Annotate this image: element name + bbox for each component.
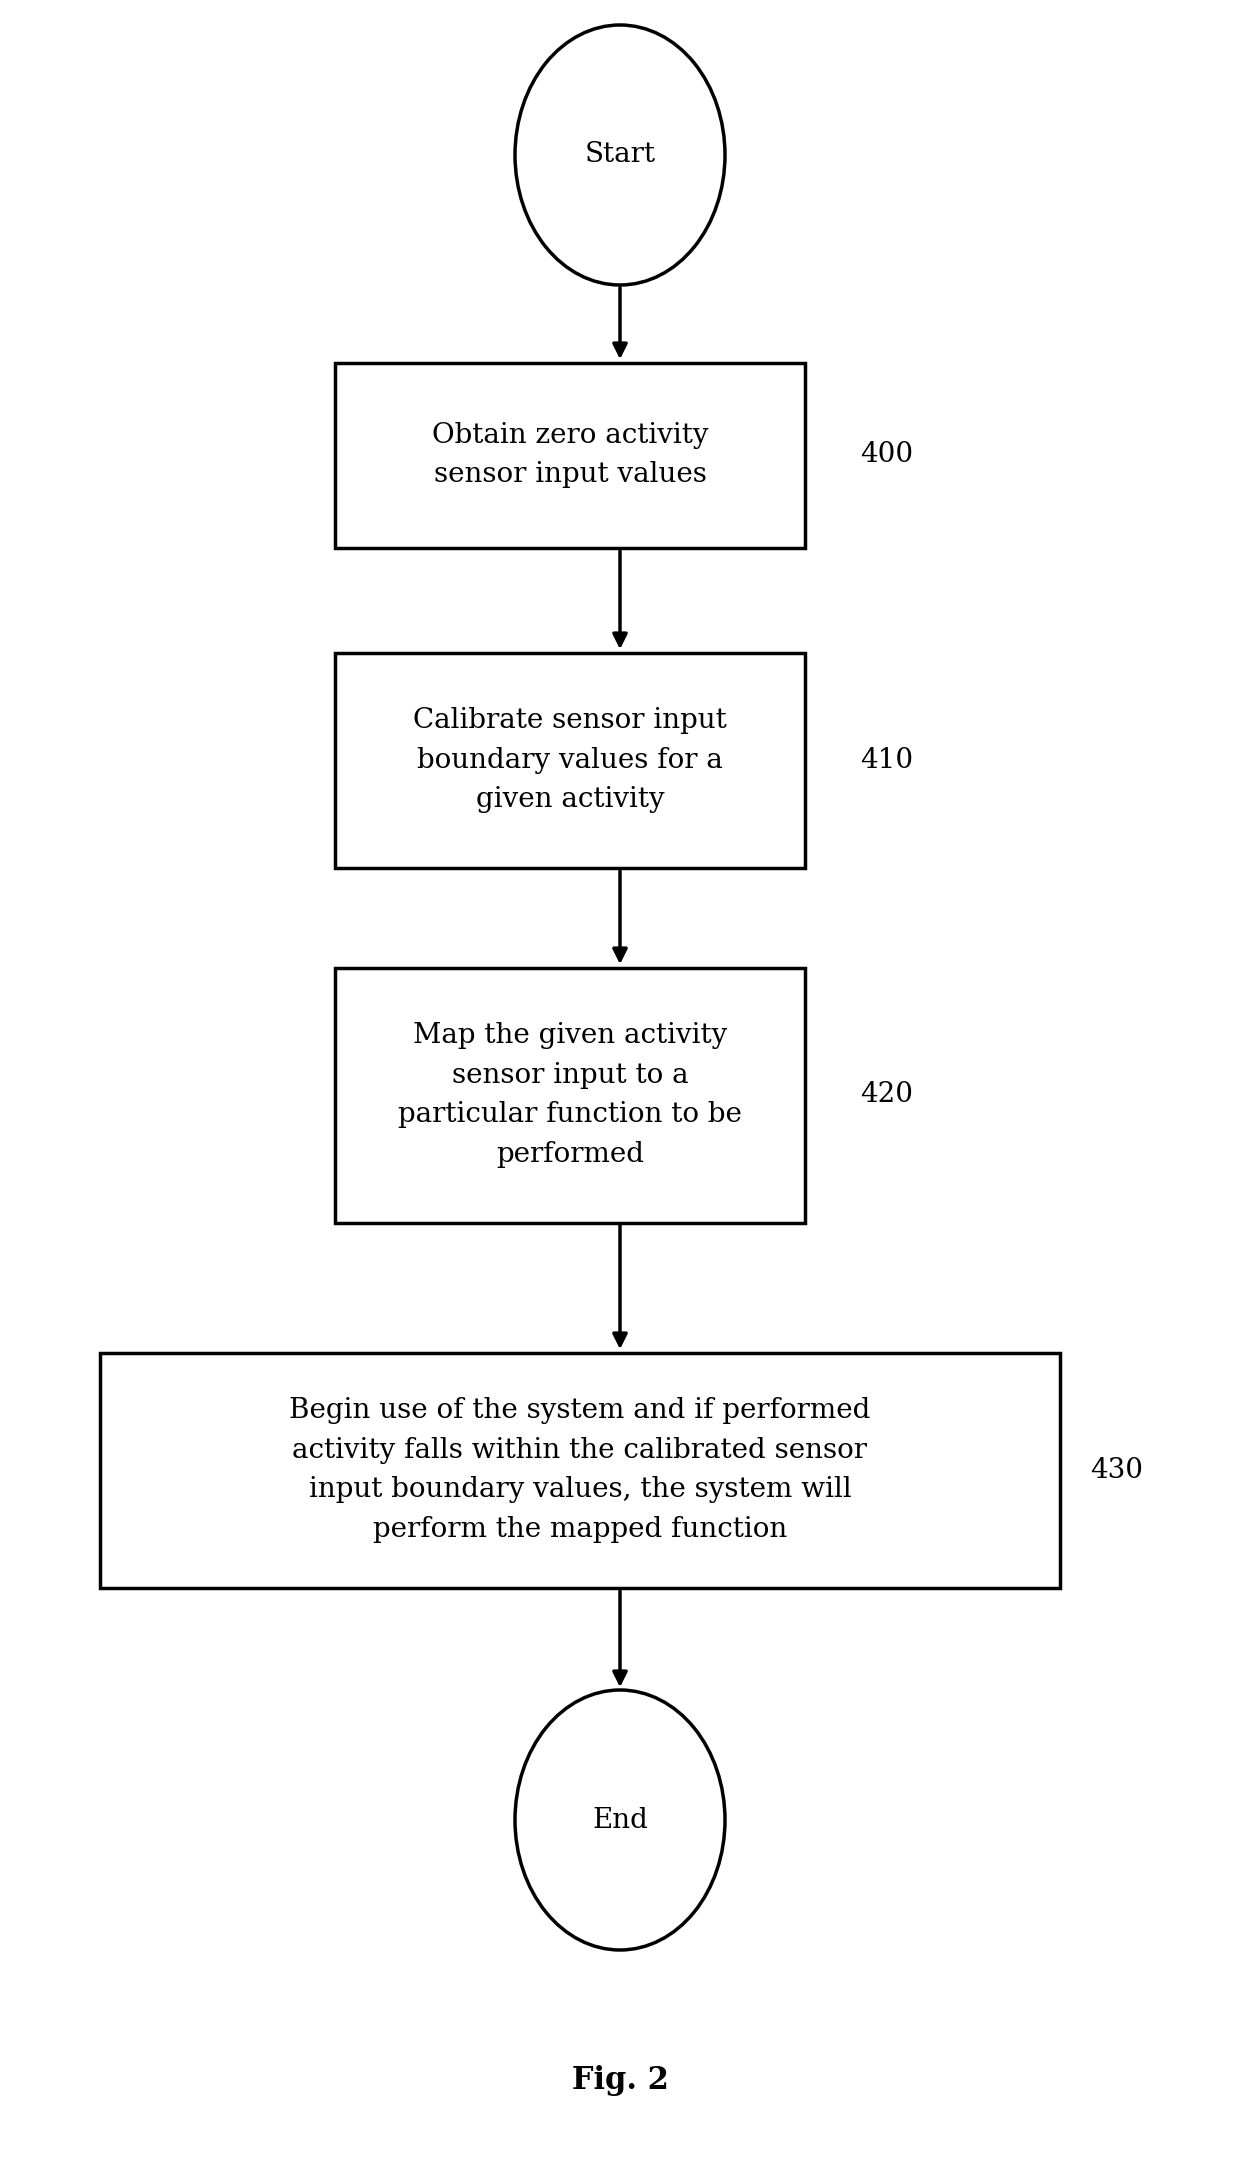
Text: Calibrate sensor input
boundary values for a
given activity: Calibrate sensor input boundary values f… — [413, 706, 727, 812]
Text: 420: 420 — [861, 1082, 913, 1108]
Text: End: End — [591, 1807, 649, 1833]
Text: 410: 410 — [861, 747, 913, 773]
Bar — [335, 967, 805, 1223]
Text: Obtain zero activity
sensor input values: Obtain zero activity sensor input values — [432, 421, 708, 489]
Text: Fig. 2: Fig. 2 — [572, 2066, 668, 2096]
Ellipse shape — [515, 1690, 725, 1950]
Ellipse shape — [515, 26, 725, 285]
Bar — [335, 652, 805, 867]
Bar — [335, 363, 805, 547]
Text: 430: 430 — [1090, 1457, 1143, 1483]
Text: 400: 400 — [861, 441, 913, 469]
Text: Start: Start — [584, 141, 656, 169]
Text: Begin use of the system and if performed
activity falls within the calibrated se: Begin use of the system and if performed… — [289, 1397, 870, 1542]
Text: Map the given activity
sensor input to a
particular function to be
performed: Map the given activity sensor input to a… — [398, 1023, 742, 1169]
Bar — [100, 1353, 1060, 1588]
